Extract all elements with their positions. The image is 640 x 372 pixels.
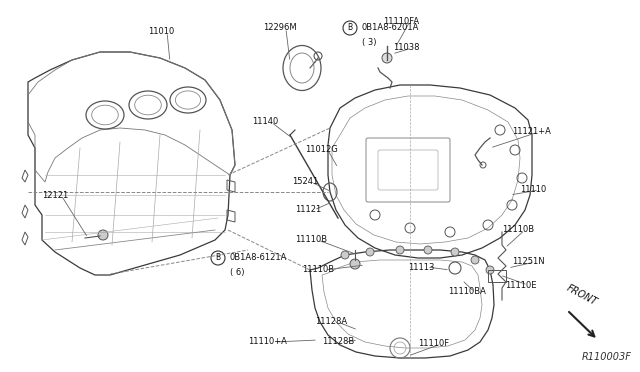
Text: 11110B: 11110B — [502, 225, 534, 234]
Text: 11110FA: 11110FA — [383, 17, 419, 26]
Text: 11128B: 11128B — [322, 337, 355, 346]
Circle shape — [350, 259, 360, 269]
Text: 15241: 15241 — [292, 177, 318, 186]
Text: 11121: 11121 — [295, 205, 321, 215]
Circle shape — [471, 256, 479, 264]
Text: 12121: 12121 — [42, 190, 68, 199]
Circle shape — [424, 246, 432, 254]
Text: 0B1A8-6201A: 0B1A8-6201A — [362, 23, 419, 32]
Text: B: B — [348, 23, 353, 32]
Text: 0B1A8-6121A: 0B1A8-6121A — [230, 253, 287, 263]
Circle shape — [486, 266, 494, 274]
Text: FRONT: FRONT — [565, 283, 599, 307]
Text: 11012G: 11012G — [305, 145, 338, 154]
Text: 11110F: 11110F — [418, 340, 449, 349]
Text: 11251N: 11251N — [512, 257, 545, 266]
Text: 11110E: 11110E — [505, 280, 536, 289]
Text: 11110B: 11110B — [302, 266, 334, 275]
Text: 11113: 11113 — [408, 263, 435, 272]
Text: R110003F: R110003F — [582, 352, 632, 362]
Text: ( 3): ( 3) — [362, 38, 376, 46]
Text: 11110B: 11110B — [295, 235, 327, 244]
Circle shape — [98, 230, 108, 240]
Text: 11038: 11038 — [393, 44, 419, 52]
Bar — [488, 270, 506, 282]
Text: 11010: 11010 — [148, 28, 174, 36]
Circle shape — [341, 251, 349, 259]
Text: 11128A: 11128A — [315, 317, 347, 327]
Text: 11110: 11110 — [520, 186, 547, 195]
Text: 12296M: 12296M — [263, 23, 296, 32]
Circle shape — [396, 246, 404, 254]
Text: 11110+A: 11110+A — [248, 337, 287, 346]
Text: 11121+A: 11121+A — [512, 128, 551, 137]
Circle shape — [451, 248, 459, 256]
Text: 11110BA: 11110BA — [448, 288, 486, 296]
Text: ( 6): ( 6) — [230, 267, 244, 276]
Text: B: B — [216, 253, 221, 263]
Circle shape — [366, 248, 374, 256]
Text: 11140: 11140 — [252, 118, 278, 126]
Circle shape — [382, 53, 392, 63]
